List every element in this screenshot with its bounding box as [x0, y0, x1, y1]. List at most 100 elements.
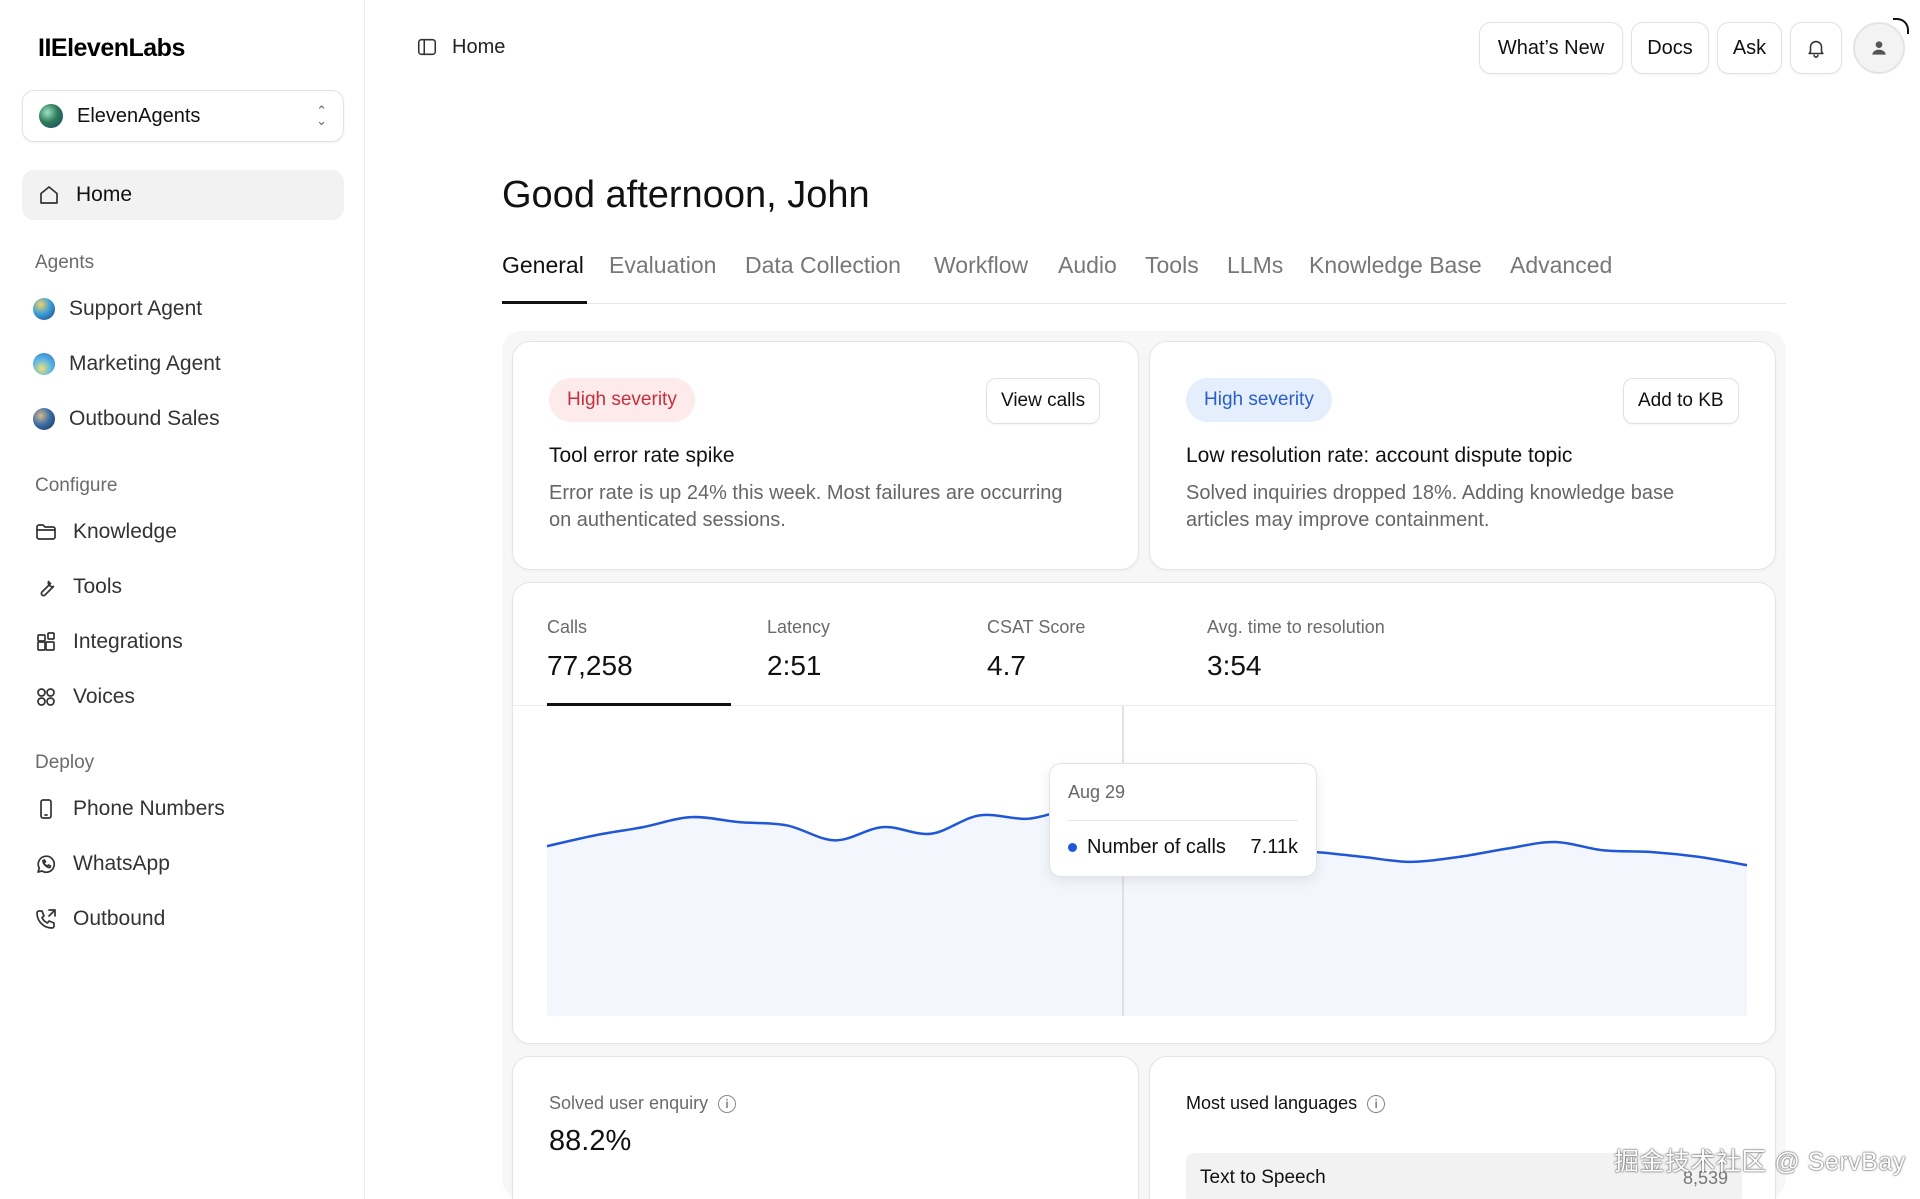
whats-new-button[interactable]: What’s New — [1479, 22, 1623, 74]
section-title-configure: Configure — [35, 475, 118, 496]
info-icon[interactable]: i — [1367, 1094, 1386, 1113]
solved-value: 88.2% — [549, 1125, 632, 1157]
breadcrumb: Home — [414, 34, 505, 60]
agent-orb-icon — [33, 408, 55, 430]
card-title: Most used languages i — [1186, 1093, 1386, 1114]
alert-title: Low resolution rate: account dispute top… — [1186, 444, 1573, 467]
sidebar-item-label: WhatsApp — [73, 852, 170, 875]
metric-latency[interactable]: Latency 2:51 — [767, 617, 830, 682]
alert-card-low-resolution: High severity Add to KB Low resolution r… — [1149, 341, 1776, 570]
sidebar-item-phone-numbers[interactable]: Phone Numbers — [33, 789, 343, 829]
workspace-switcher[interactable]: ElevenAgents ⌃ ⌄ — [22, 90, 344, 142]
page-title: Good afternoon, John — [502, 174, 870, 216]
metric-label: Latency — [767, 617, 831, 637]
tooltip-divider — [1068, 820, 1298, 821]
series-area — [547, 811, 1747, 1016]
card-title: Solved user enquiry i — [549, 1093, 737, 1114]
metric-value: 77,258 — [547, 650, 633, 681]
sidebar-item-label: Voices — [73, 685, 135, 708]
metric-calls[interactable]: Calls 77,258 — [547, 617, 633, 682]
severity-badge: High severity — [549, 378, 695, 422]
sidebar-item-label: Marketing Agent — [69, 352, 221, 375]
metric-divider — [513, 705, 1775, 706]
sidebar-item-support-agent[interactable]: Support Agent — [33, 289, 343, 329]
watermark: 掘金技术社区 @ ServBay — [1614, 1148, 1906, 1176]
tooltip-label: Number of calls — [1087, 836, 1226, 858]
chevron-updown-icon: ⌃ ⌄ — [316, 103, 327, 128]
alert-title: Tool error rate spike — [549, 444, 735, 467]
notifications-button[interactable] — [1790, 22, 1842, 74]
solved-title: Solved user enquiry — [549, 1093, 709, 1113]
tab-workflow[interactable]: Workflow — [934, 252, 1029, 278]
tab-tools[interactable]: Tools — [1145, 252, 1199, 278]
whatsapp-icon — [33, 851, 59, 877]
language-label: Text to Speech — [1200, 1167, 1326, 1188]
metric-value: 3:54 — [1207, 650, 1262, 681]
sidebar-item-tools[interactable]: Tools — [33, 567, 343, 607]
sidebar-item-knowledge[interactable]: Knowledge — [33, 512, 343, 552]
tab-audio[interactable]: Audio — [1058, 252, 1117, 278]
sidebar-item-label: Tools — [73, 575, 123, 598]
tab-evaluation[interactable]: Evaluation — [609, 252, 717, 278]
tab-advanced[interactable]: Advanced — [1510, 252, 1613, 278]
elevenlabs-logo[interactable]: IIElevenLabs — [38, 34, 185, 62]
metric-avg-resolution[interactable]: Avg. time to resolution 3:54 — [1207, 617, 1385, 682]
active-metric-indicator — [547, 703, 731, 706]
sidebar-item-label: Outbound Sales — [69, 407, 220, 430]
tooltip-row: Number of calls 7.11k — [1068, 836, 1298, 859]
tab-data-collection[interactable]: Data Collection — [745, 252, 901, 278]
language-count: 8,539 — [1682, 1167, 1728, 1188]
sidebar-item-label: Knowledge — [73, 520, 177, 543]
wrench-icon — [33, 574, 59, 600]
section-title-agents: Agents — [35, 252, 95, 273]
ask-button[interactable]: Ask — [1717, 22, 1782, 74]
metric-value: 2:51 — [767, 650, 822, 681]
chart-tooltip: Aug 29 Number of calls 7.11k — [1049, 763, 1317, 877]
sidebar-item-home[interactable]: Home — [22, 170, 344, 220]
sidebar-toggle-icon[interactable] — [414, 34, 440, 60]
workspace-label: ElevenAgents — [77, 104, 201, 127]
tab-knowledge-base[interactable]: Knowledge Base — [1309, 252, 1482, 278]
phone-icon — [33, 796, 59, 822]
language-row: Text to Speech 8,539 — [1186, 1153, 1742, 1199]
workspace-orb-icon — [39, 104, 63, 128]
metric-csat[interactable]: CSAT Score 4.7 — [987, 617, 1085, 682]
severity-badge: High severity — [1186, 378, 1332, 422]
sidebar-item-label: Support Agent — [69, 297, 203, 320]
languages-title: Most used languages — [1186, 1093, 1358, 1113]
breadcrumb-current: Home — [452, 35, 506, 58]
languages-card: Most used languages i Text to Speech 8,5… — [1149, 1056, 1776, 1199]
section-title-deploy: Deploy — [35, 752, 95, 773]
sidebar-item-label: Integrations — [73, 630, 183, 653]
info-icon[interactable]: i — [718, 1094, 737, 1113]
sidebar-item-voices[interactable]: Voices — [33, 677, 343, 717]
sidebar-item-outbound[interactable]: Outbound — [33, 899, 343, 939]
alert-description: Error rate is up 24% this week. Most fai… — [549, 482, 1063, 531]
add-to-kb-button[interactable]: Add to KB — [1623, 378, 1739, 424]
sidebar-item-label: Home — [76, 183, 133, 206]
metric-value: 4.7 — [987, 650, 1026, 681]
phone-outgoing-icon — [33, 906, 59, 932]
metric-label: Calls — [547, 617, 588, 637]
user-icon — [1866, 35, 1892, 61]
sidebar-item-outbound-sales[interactable]: Outbound Sales — [33, 399, 343, 439]
tooltip-date: Aug 29 — [1068, 782, 1126, 802]
sidebar-item-whatsapp[interactable]: WhatsApp — [33, 844, 343, 884]
home-icon — [36, 182, 62, 208]
sidebar-item-integrations[interactable]: Integrations — [33, 622, 343, 662]
view-calls-button[interactable]: View calls — [986, 378, 1101, 424]
integrations-icon — [33, 629, 59, 655]
metric-label: CSAT Score — [987, 617, 1086, 637]
tab-general[interactable]: General — [502, 252, 584, 278]
avatar[interactable] — [1853, 18, 1909, 74]
bell-icon — [1803, 35, 1829, 61]
solved-enquiry-card: Solved user enquiry i 88.2% — [512, 1056, 1139, 1199]
docs-button[interactable]: Docs — [1631, 22, 1709, 74]
metric-label: Avg. time to resolution — [1207, 617, 1385, 637]
sidebar: IIElevenLabs ElevenAgents ⌃ ⌄ Home Agents… — [0, 0, 365, 1199]
sidebar-item-marketing-agent[interactable]: Marketing Agent — [33, 344, 343, 384]
agent-orb-icon — [33, 353, 55, 375]
tab-llms[interactable]: LLMs — [1227, 252, 1284, 278]
tooltip-value: 7.11k — [1250, 836, 1298, 858]
folder-icon — [33, 519, 59, 545]
